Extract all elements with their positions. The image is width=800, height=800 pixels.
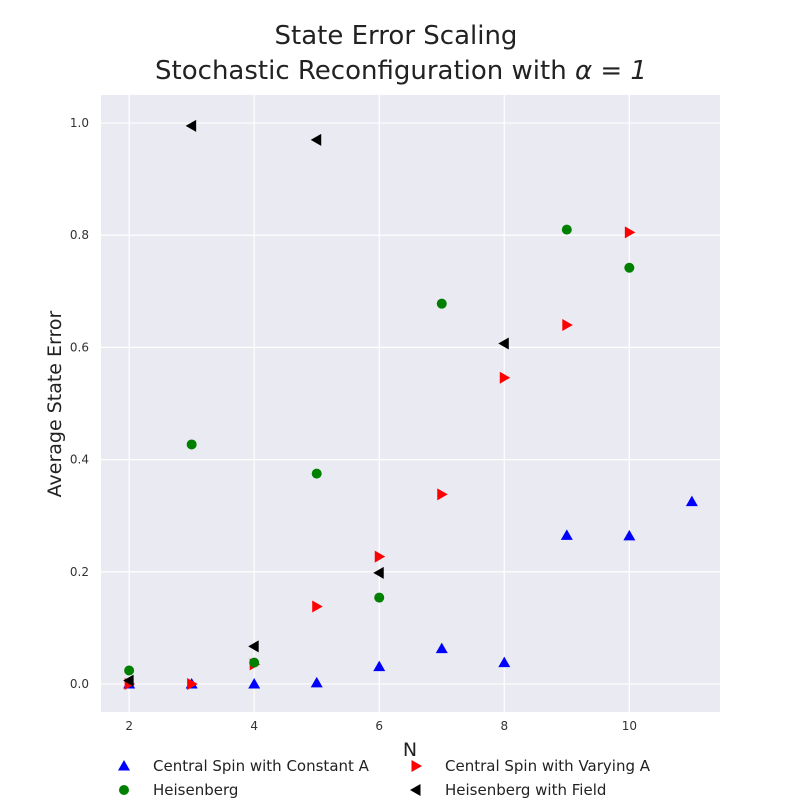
x-tick-label: 10 [622, 719, 637, 733]
data-point [374, 550, 386, 563]
data-point [437, 488, 448, 501]
legend-label: Central Spin with Constant A [153, 757, 370, 775]
legend-marker [119, 785, 129, 795]
y-axis-label: Average State Error [44, 310, 66, 497]
data-points [123, 119, 698, 690]
y-tick-label: 0.6 [70, 340, 89, 354]
legend-label: Central Spin with Varying A [445, 757, 651, 775]
legend-item: Heisenberg with Field [410, 781, 606, 799]
x-axis-label: N [403, 739, 417, 761]
data-point [185, 119, 197, 132]
data-point [498, 337, 509, 350]
data-point [499, 371, 511, 384]
legend-marker [118, 760, 130, 771]
data-point [187, 677, 198, 690]
series-3 [123, 119, 509, 687]
y-tick-label: 0.4 [70, 453, 89, 467]
legend-item: Central Spin with Varying A [411, 757, 651, 775]
data-point [374, 592, 385, 603]
data-point [624, 262, 635, 273]
data-point [373, 566, 384, 579]
data-point [186, 439, 197, 450]
y-tick-label: 0.2 [70, 565, 89, 579]
data-point [435, 642, 448, 654]
legend: Central Spin with Constant A Central Spin… [118, 757, 651, 799]
legend-item: Heisenberg [119, 781, 238, 799]
x-tick-label: 8 [500, 719, 508, 733]
data-point [624, 226, 636, 239]
data-point [623, 529, 636, 541]
chart-title-line1: State Error Scaling [275, 21, 518, 51]
data-point [310, 133, 322, 146]
data-point [498, 656, 511, 668]
legend-marker [410, 784, 421, 796]
data-point [560, 529, 573, 540]
x-tick-label: 6 [375, 719, 383, 733]
legend-label: Heisenberg with Field [445, 781, 606, 799]
y-tick-label: 0.8 [70, 228, 89, 242]
y-tick-label: 0.0 [70, 677, 89, 691]
legend-marker [411, 760, 422, 772]
grid-lines [101, 95, 720, 712]
chart-title-line2: Stochastic Reconfiguration with α = 1 [155, 56, 647, 86]
y-tick-labels: 0.0 0.2 0.4 0.6 0.8 1.0 [70, 116, 89, 691]
data-point [373, 660, 386, 672]
data-point [248, 677, 261, 689]
data-point [312, 600, 323, 613]
data-point [249, 657, 260, 668]
chart-title-line2-prefix: Stochastic Reconfiguration with [155, 56, 575, 86]
series-2 [124, 224, 635, 676]
legend-label: Heisenberg [153, 781, 238, 799]
y-tick-label: 1.0 [70, 116, 89, 130]
data-point [123, 674, 134, 687]
x-tick-label: 4 [250, 719, 258, 733]
data-point [561, 224, 572, 235]
data-point [310, 676, 323, 688]
data-point [311, 468, 322, 479]
x-tick-labels: 2 4 6 8 10 [125, 719, 637, 733]
x-tick-label: 2 [125, 719, 133, 733]
plot-area [101, 95, 720, 712]
data-point [562, 318, 573, 331]
chart-title-line2-math: α = 1 [575, 56, 647, 86]
legend-item: Central Spin with Constant A [118, 757, 370, 775]
data-point [248, 640, 259, 653]
data-point [436, 298, 447, 309]
data-point [124, 665, 135, 676]
data-point [685, 495, 698, 507]
